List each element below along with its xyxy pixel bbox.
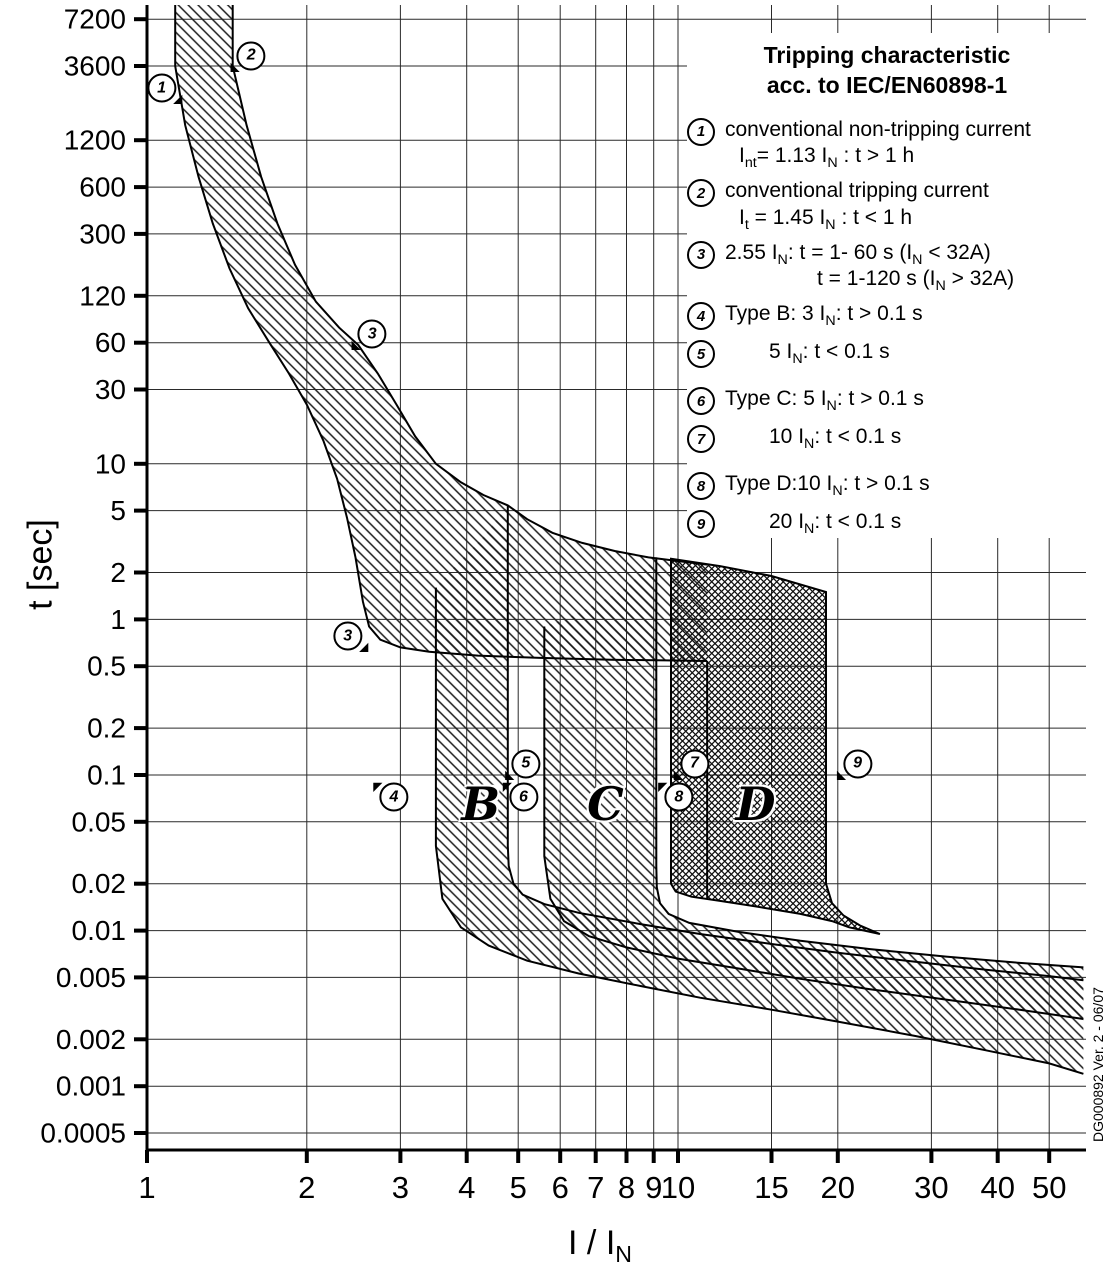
legend-item-6: 6 Type C: 5 IN: t > 0.1 s [687,386,1087,416]
axes [134,5,1086,1163]
legend-item-text: Type C: 5 IN: t > 0.1 s [725,387,924,415]
y-tick-label: 0.002 [56,1024,126,1055]
outline-upper-envelope [231,5,708,566]
legend-title-line2: acc. to IEC/EN60898-1 [766,71,1008,98]
x-tick-label: 8 [618,1170,635,1205]
x-tick-label: 30 [914,1170,948,1205]
band-d [670,557,881,935]
y-tick-label: 0.01 [72,915,127,946]
legend-item-text: 2.55 IN: t = 1- 60 s (IN < 32A) t = 1-120… [725,240,1015,295]
outline-b-right [506,505,1084,982]
y-tick-label: 0.005 [56,962,126,993]
curve-outlines [174,5,1084,1075]
legend-item-number: 6 [687,387,715,416]
x-axis-label: I / IN [568,1224,632,1267]
legend-item-1: 1 conventional non-tripping current Int= 1… [687,117,1087,170]
legend-item-5: 5 5 IN: t < 0.1 s [687,339,1087,369]
legend-item-text: 10 IN: t < 0.1 s [769,425,902,453]
legend-item-4: 4 Type B: 3 IN: t > 0.1 s [687,301,1087,331]
legend-item-number: 4 [687,302,715,331]
legend-item-number: 8 [687,472,715,501]
legend-panel: Tripping characteristic acc. to IEC/EN60… [687,33,1087,539]
x-tick-label: 7 [587,1170,604,1205]
x-tick-label: 1 [138,1170,155,1205]
legend-item-9: 9 20 IN: t < 0.1 s [687,509,1087,539]
band-c [544,557,1084,1019]
y-tick-label: 10 [95,448,126,479]
legend-item-number: 9 [687,510,715,539]
legend-title: Tripping characteristic acc. to IEC/EN60… [687,41,1087,101]
y-tick-label: 7200 [64,4,126,35]
x-tick-label: 2 [298,1170,315,1205]
y-tick-label: 0.2 [87,713,126,744]
outline-c-left [543,626,1084,1020]
y-axis-label: t [sec] [21,519,60,610]
y-tick-label: 1 [110,604,126,635]
legend-item-text: Type B: 3 IN: t > 0.1 s [725,302,923,330]
legend-title-line1: Tripping characteristic [763,42,1011,68]
x-tick-label: 40 [980,1170,1014,1205]
x-tick-label: 10 [661,1170,695,1205]
y-tick-label: 600 [79,172,126,203]
y-tick-label: 5 [110,495,126,526]
y-tick-label: 30 [95,374,126,405]
y-tick-label: 0.5 [87,651,126,682]
legend-item-7: 7 10 IN: t < 0.1 s [687,424,1087,454]
y-tick-label: 0.05 [72,806,127,837]
legend-item-number: 5 [687,340,715,369]
doc-reference: DG000892 Ver. 2 - 06/07 [1090,987,1106,1142]
x-tick-label: 50 [1032,1170,1066,1205]
x-tick-label: 4 [458,1170,475,1205]
x-tick-label: 9 [645,1170,662,1205]
outline-c-right [655,557,1084,969]
legend-item-text: 20 IN: t < 0.1 s [769,510,902,538]
x-tick-label: 3 [392,1170,409,1205]
outline-lower-thermal [174,5,708,662]
y-tick-label: 0.0005 [40,1118,126,1149]
legend-item-8: 8 Type D:10 IN: t > 0.1 s [687,471,1087,501]
legend-item-number: 1 [687,117,715,146]
y-tick-label: 0.1 [87,760,126,791]
outline-b-left [434,587,1084,1075]
legend-item-number: 3 [687,240,715,269]
y-tick-label: 3600 [64,51,126,82]
hatched-regions [175,5,1084,1074]
x-tick-label: 15 [754,1170,788,1205]
y-tick-label: 300 [79,218,126,249]
legend-item-text: conventional tripping current It = 1.45 I… [725,179,989,233]
y-tick-label: 60 [95,327,126,358]
legend-item-number: 2 [687,179,715,208]
legend-item-3: 3 2.55 IN: t = 1- 60 s (IN < 32A) t = 1-12… [687,240,1087,293]
legend-item-number: 7 [687,425,715,454]
y-tick-label: 2 [110,557,126,588]
legend-item-text: 5 IN: t < 0.1 s [769,340,890,368]
tick-labels: 7200360012006003001206030105210.50.20.10… [40,4,1066,1205]
legend-item-text: conventional non-tripping current Int= 1.… [725,117,1031,172]
legend-item-text: Type D:10 IN: t > 0.1 s [725,472,930,500]
y-tick-label: 0.02 [72,868,127,899]
x-tick-label: 6 [552,1170,569,1205]
y-tick-label: 120 [79,280,126,311]
y-tick-label: 1200 [64,125,126,156]
thermal-band [175,5,708,661]
x-tick-label: 20 [821,1170,855,1205]
x-tick-label: 5 [510,1170,527,1205]
y-tick-label: 0.001 [56,1071,126,1102]
legend-item-2: 2 conventional tripping current It = 1.45 … [687,178,1087,233]
legend-items: 1 conventional non-tripping current Int= 1… [687,117,1087,539]
